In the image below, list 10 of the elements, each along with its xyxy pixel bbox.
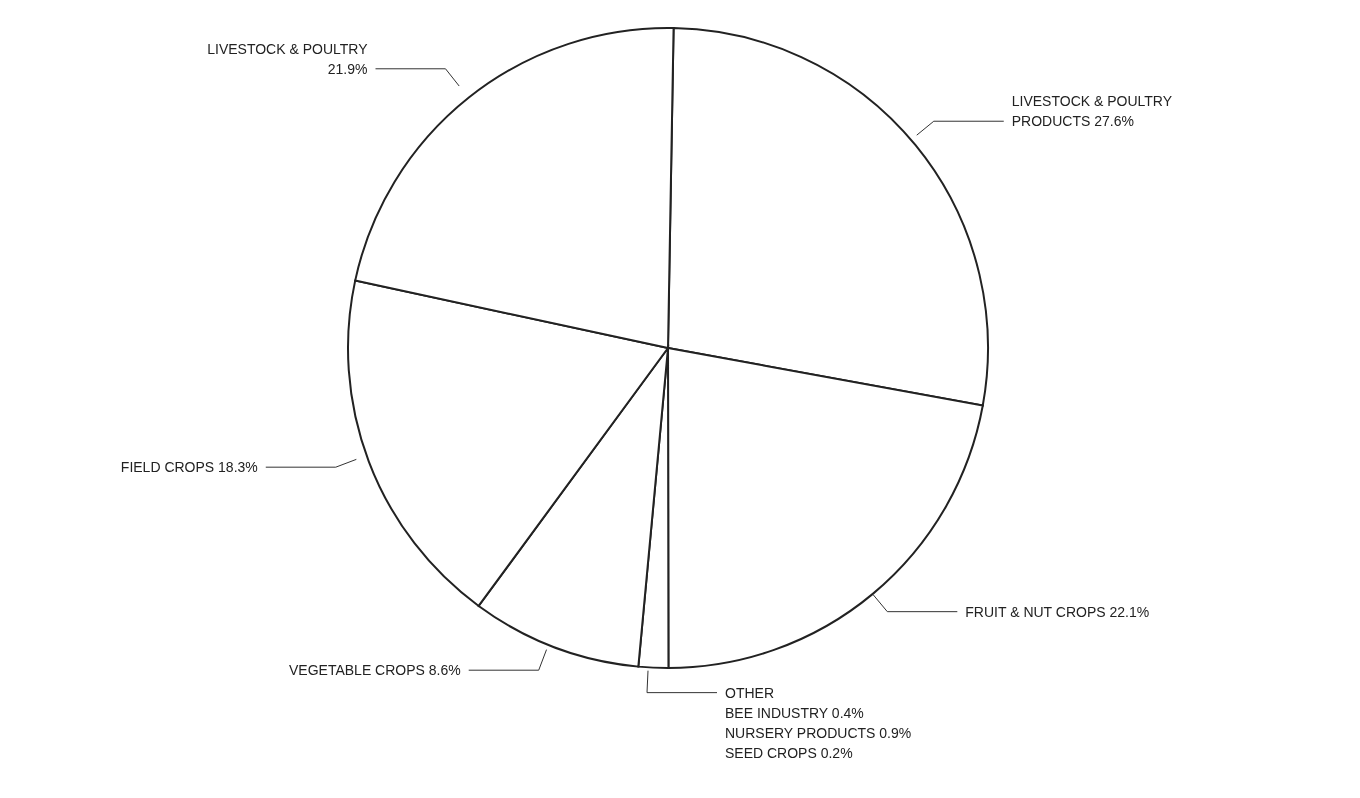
- text: BEE INDUSTRY 0.4%: [725, 704, 864, 721]
- slice-label: LIVESTOCK & POULTRY: [207, 40, 369, 57]
- slice-label: FRUIT & NUT CROPS 22.1%: [965, 603, 1150, 620]
- text: SEED CROPS 0.2%: [725, 744, 853, 761]
- slice-label: OTHER: [725, 684, 774, 701]
- slice-label: FIELD CROPS 18.3%: [120, 459, 258, 476]
- data-label: 21.9%: [327, 60, 368, 77]
- text: NURSERY PRODUCTS 0.9%: [725, 724, 912, 741]
- slice-label: LIVESTOCK & POULTRY PRODUCTS 27.6%: [1011, 93, 1173, 130]
- slice-label: VEGETABLE CROPS 8.6%: [289, 662, 461, 679]
